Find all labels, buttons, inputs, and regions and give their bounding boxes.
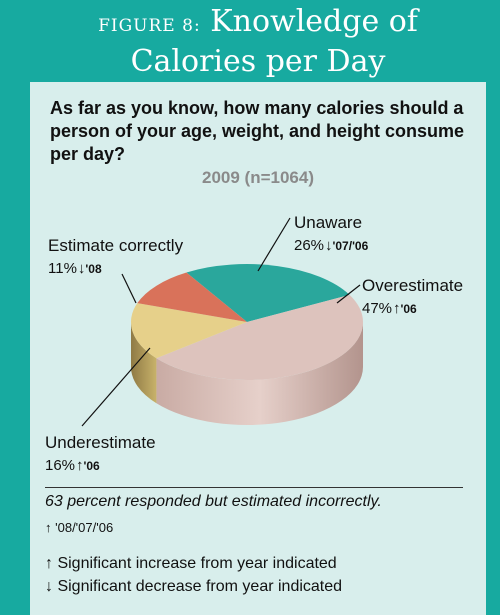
pie-sides: [131, 322, 363, 425]
leader-underestimate: [81, 347, 151, 427]
slice-value-estimate-correctly: 11%↓'08: [48, 260, 102, 277]
leader-overestimate: [336, 284, 361, 304]
up-arrow-icon: ↑: [393, 300, 401, 317]
chart-title: 2009 (n=1064): [202, 168, 314, 187]
header-band: [0, 0, 500, 82]
slice-label-estimate-correctly: Estimate correctly: [48, 236, 184, 255]
summary-text: 63 percent responded but estimated incor…: [45, 493, 382, 510]
slice-label-unaware: Unaware: [294, 213, 362, 232]
leader-lines: [81, 217, 361, 427]
pie-slice-underestimate: [131, 303, 247, 359]
pie-side-overestimate: [156, 322, 363, 425]
title-line-2: Calories per Day: [130, 44, 386, 79]
pie-slice-unaware: [186, 264, 350, 322]
down-arrow-icon: ↓: [325, 237, 333, 254]
figure-number: FIGURE 8:: [98, 16, 201, 36]
leader-unaware: [257, 217, 291, 272]
title-line-1: Knowledge of: [210, 4, 418, 39]
figure-title: FIGURE 8: Knowledge of Calories per Day: [30, 4, 486, 80]
up-arrow-icon: ↑: [45, 555, 53, 572]
slice-value-overestimate: 47%↑'06: [362, 300, 417, 317]
left-band: [0, 0, 30, 615]
pie-slice-overestimate: [156, 294, 363, 380]
pie-slice-estimate-correctly: [137, 272, 247, 322]
pie-tops: [131, 264, 363, 380]
slice-label-overestimate: Overestimate: [362, 276, 463, 295]
slice-value-unaware: 26%↓'07/'06: [294, 237, 369, 254]
pie-side-underestimate: [131, 322, 157, 404]
summary-years: ↑ '08/'07/'06: [45, 520, 114, 535]
up-arrow-icon: ↑: [76, 457, 84, 474]
down-arrow-icon: ↓: [78, 260, 86, 277]
slice-value-underestimate: 16%↑'06: [45, 457, 100, 474]
legend-increase: ↑ Significant increase from year indicat…: [45, 555, 337, 572]
survey-question: As far as you know, how many calories sh…: [50, 98, 465, 164]
slice-label-underestimate: Underestimate: [45, 433, 156, 452]
legend-decrease: ↓ Significant decrease from year indicat…: [45, 578, 343, 595]
divider: [45, 487, 463, 488]
down-arrow-icon: ↓: [45, 578, 53, 595]
right-band: [486, 0, 500, 615]
leader-correct: [121, 273, 137, 304]
up-arrow-icon: ↑: [45, 520, 52, 535]
